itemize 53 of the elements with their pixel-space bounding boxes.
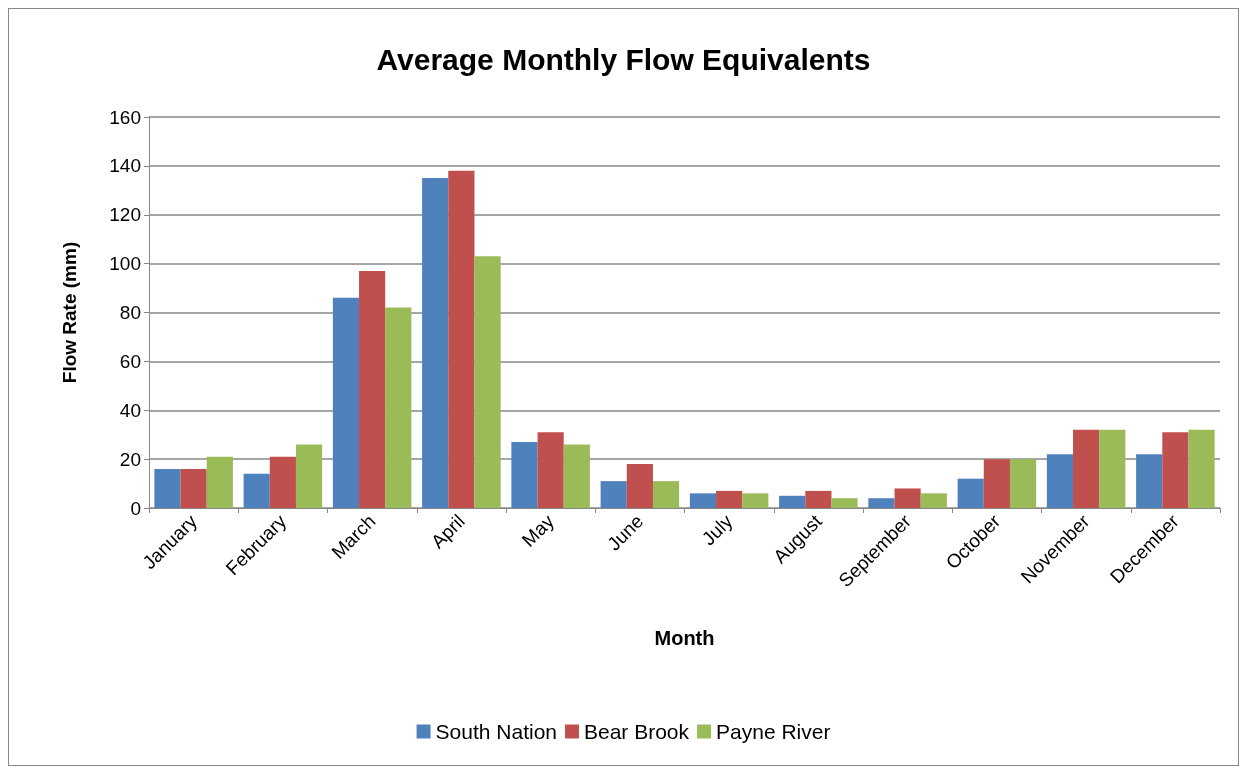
bar xyxy=(1162,432,1189,508)
x-tick-label: July xyxy=(697,510,737,550)
bar xyxy=(868,498,895,508)
y-tick-label: 20 xyxy=(119,448,141,470)
bar xyxy=(154,468,181,508)
bar xyxy=(563,444,590,508)
bar xyxy=(1046,454,1074,508)
y-tick-label: 40 xyxy=(119,399,141,421)
bar xyxy=(206,456,233,508)
bar xyxy=(689,493,717,508)
bar xyxy=(1073,429,1100,508)
bar xyxy=(295,444,323,508)
bar xyxy=(716,490,743,508)
bar xyxy=(983,459,1010,508)
bar xyxy=(243,473,270,508)
bar xyxy=(385,307,412,508)
bar xyxy=(652,481,680,508)
y-axis-title: Flow Rate (mm) xyxy=(59,241,80,384)
bar xyxy=(957,478,984,508)
bar xyxy=(894,488,921,508)
y-tick-label: 140 xyxy=(109,155,141,177)
x-axis-title: Month xyxy=(654,627,715,649)
legend-label: Bear Brook xyxy=(583,720,690,743)
bar xyxy=(920,493,947,508)
bar xyxy=(831,498,858,508)
bar xyxy=(805,490,832,508)
bar xyxy=(1188,429,1215,508)
bar xyxy=(511,442,538,508)
legend-label: South Nation xyxy=(435,720,557,743)
y-tick-label: 160 xyxy=(109,106,141,128)
y-tick-label: 80 xyxy=(119,302,141,323)
y-tick-label: 100 xyxy=(109,253,141,275)
bar xyxy=(180,468,207,508)
y-tick-label: 120 xyxy=(109,204,141,226)
bar xyxy=(1009,459,1037,508)
y-tick-label: 60 xyxy=(119,350,141,372)
bar xyxy=(626,464,653,508)
bar xyxy=(332,297,360,508)
x-tick-label: May xyxy=(517,510,559,551)
bar xyxy=(474,256,501,508)
bar xyxy=(742,493,769,508)
bar xyxy=(422,178,449,508)
bar xyxy=(1136,454,1163,508)
bar xyxy=(537,432,564,508)
legend-label: Payne River xyxy=(716,720,831,743)
bar xyxy=(269,456,296,508)
chart-title: Average Monthly Flow Equivalents xyxy=(376,42,871,76)
bar xyxy=(448,170,475,508)
bar xyxy=(600,481,627,508)
y-tick-label: 0 xyxy=(130,497,141,519)
bar xyxy=(1099,429,1126,508)
bar xyxy=(779,495,806,508)
bar xyxy=(359,270,386,508)
